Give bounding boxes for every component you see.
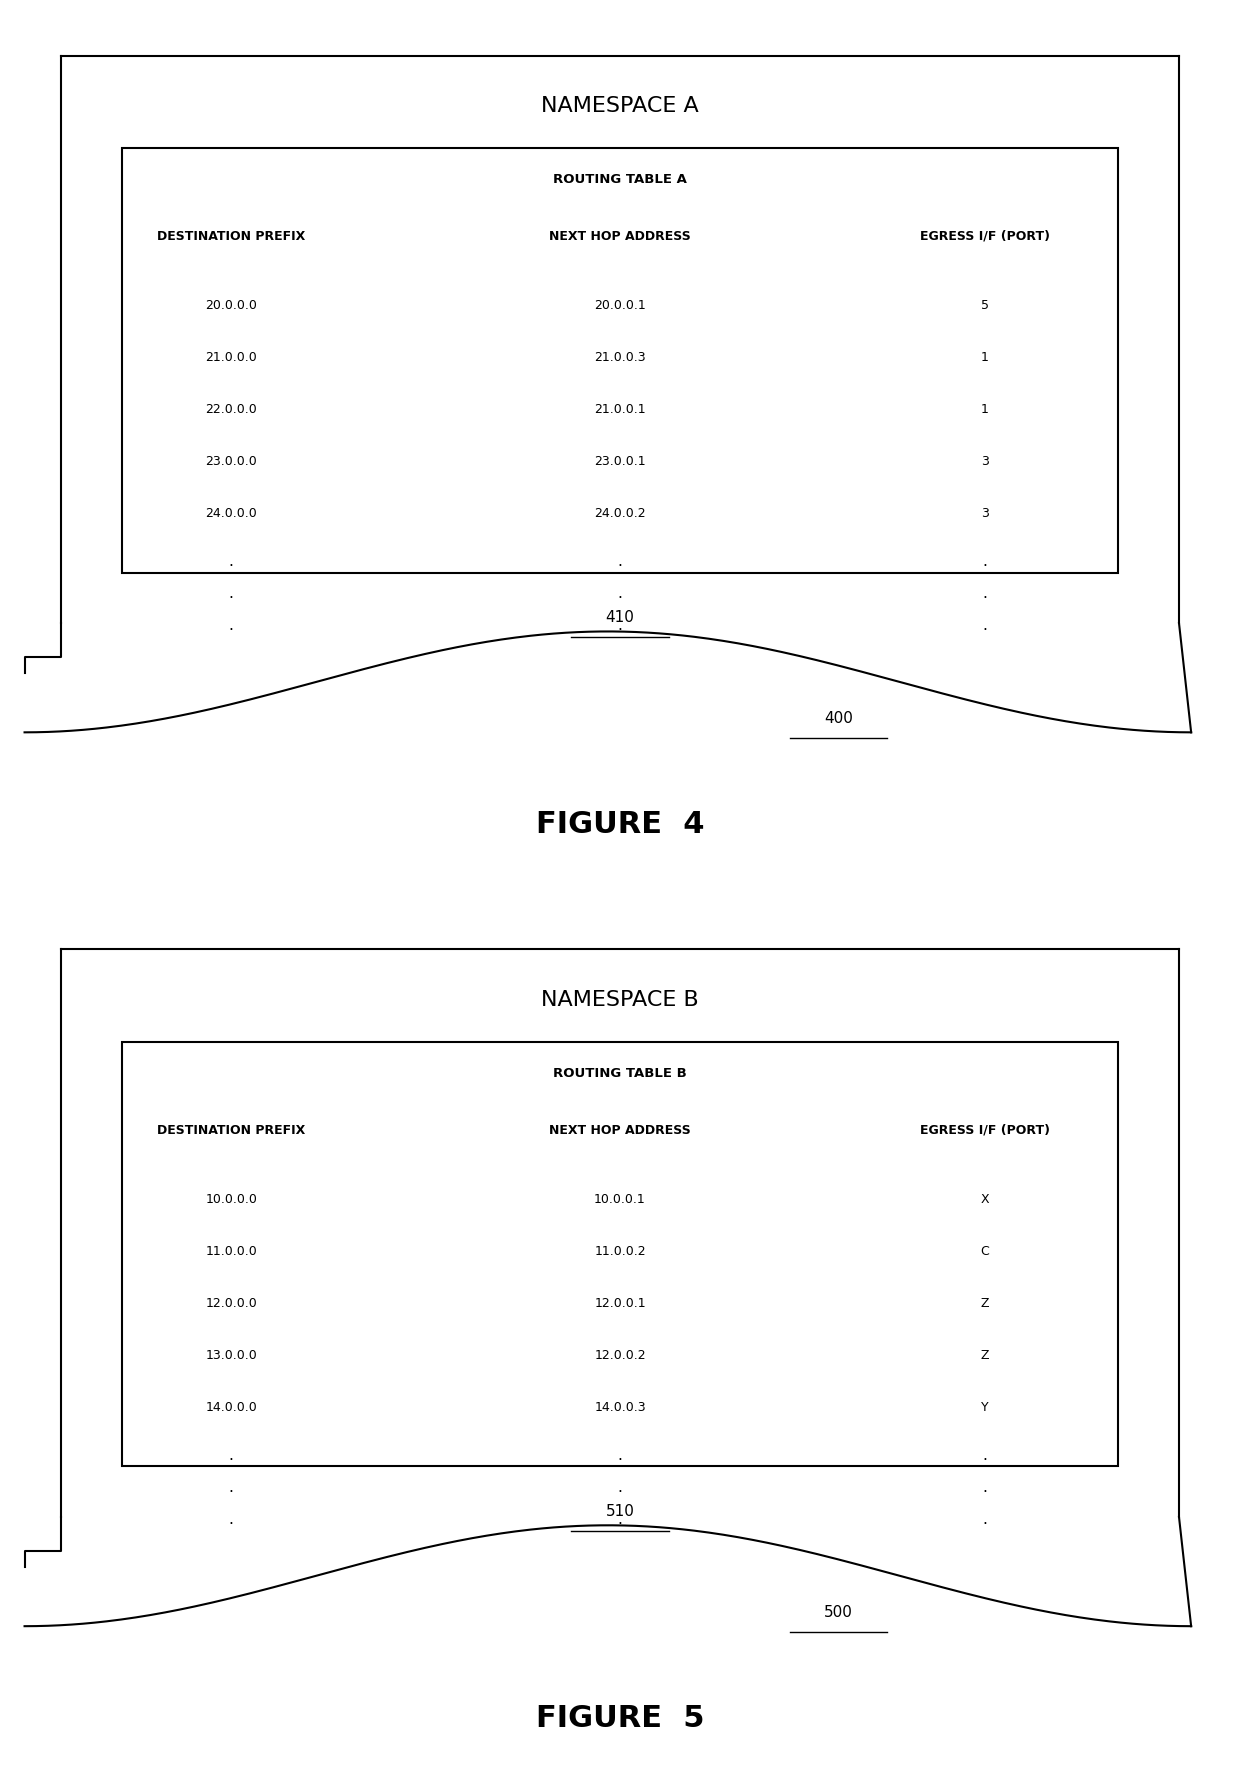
Text: .: . bbox=[228, 554, 233, 570]
Text: .: . bbox=[618, 1448, 622, 1464]
Text: 21.0.0.3: 21.0.0.3 bbox=[594, 350, 646, 365]
Text: 23.0.0.1: 23.0.0.1 bbox=[594, 455, 646, 467]
Text: .: . bbox=[618, 1512, 622, 1528]
Text: .: . bbox=[228, 618, 233, 634]
Text: 21.0.0.0: 21.0.0.0 bbox=[206, 350, 257, 365]
Text: .: . bbox=[982, 1512, 987, 1528]
Text: Z: Z bbox=[981, 1297, 988, 1310]
Text: 500: 500 bbox=[825, 1605, 853, 1620]
Text: EGRESS I/F (PORT): EGRESS I/F (PORT) bbox=[920, 1124, 1049, 1136]
Text: 12.0.0.2: 12.0.0.2 bbox=[594, 1349, 646, 1361]
Text: .: . bbox=[982, 1480, 987, 1496]
Text: .: . bbox=[228, 1512, 233, 1528]
Text: 21.0.0.1: 21.0.0.1 bbox=[594, 404, 646, 416]
Text: ROUTING TABLE A: ROUTING TABLE A bbox=[553, 173, 687, 186]
Text: 20.0.0.0: 20.0.0.0 bbox=[205, 299, 257, 312]
Text: NAMESPACE A: NAMESPACE A bbox=[541, 96, 699, 117]
Text: 24.0.0.0: 24.0.0.0 bbox=[206, 508, 257, 520]
Text: .: . bbox=[982, 554, 987, 570]
Bar bbox=[122, 149, 1118, 573]
Text: NAMESPACE B: NAMESPACE B bbox=[541, 989, 699, 1011]
Text: 23.0.0.0: 23.0.0.0 bbox=[206, 455, 257, 467]
Text: 20.0.0.1: 20.0.0.1 bbox=[594, 299, 646, 312]
Text: C: C bbox=[980, 1244, 990, 1258]
Text: 10.0.0.0: 10.0.0.0 bbox=[205, 1193, 257, 1205]
Text: FIGURE  4: FIGURE 4 bbox=[536, 811, 704, 839]
Text: 13.0.0.0: 13.0.0.0 bbox=[206, 1349, 257, 1361]
Bar bbox=[122, 1043, 1118, 1466]
Text: EGRESS I/F (PORT): EGRESS I/F (PORT) bbox=[920, 230, 1049, 242]
Text: .: . bbox=[618, 1480, 622, 1496]
Text: .: . bbox=[982, 618, 987, 634]
Text: 510: 510 bbox=[605, 1504, 635, 1519]
Text: .: . bbox=[618, 554, 622, 570]
Text: 5: 5 bbox=[981, 299, 988, 312]
Text: 3: 3 bbox=[981, 455, 988, 467]
Text: 400: 400 bbox=[825, 712, 853, 726]
Text: 14.0.0.3: 14.0.0.3 bbox=[594, 1402, 646, 1414]
Text: Z: Z bbox=[981, 1349, 988, 1361]
Text: .: . bbox=[618, 586, 622, 602]
Text: DESTINATION PREFIX: DESTINATION PREFIX bbox=[157, 230, 305, 242]
Text: NEXT HOP ADDRESS: NEXT HOP ADDRESS bbox=[549, 1124, 691, 1136]
Text: FIGURE  5: FIGURE 5 bbox=[536, 1705, 704, 1733]
Text: 410: 410 bbox=[605, 611, 635, 625]
Text: .: . bbox=[618, 618, 622, 634]
Text: 24.0.0.2: 24.0.0.2 bbox=[594, 508, 646, 520]
Text: .: . bbox=[982, 586, 987, 602]
Text: 1: 1 bbox=[981, 404, 988, 416]
Text: .: . bbox=[982, 1448, 987, 1464]
Text: Y: Y bbox=[981, 1402, 988, 1414]
Text: 10.0.0.1: 10.0.0.1 bbox=[594, 1193, 646, 1205]
Text: 14.0.0.0: 14.0.0.0 bbox=[206, 1402, 257, 1414]
Text: 12.0.0.0: 12.0.0.0 bbox=[206, 1297, 257, 1310]
Text: ROUTING TABLE B: ROUTING TABLE B bbox=[553, 1067, 687, 1080]
Text: .: . bbox=[228, 586, 233, 602]
Text: 1: 1 bbox=[981, 350, 988, 365]
Text: NEXT HOP ADDRESS: NEXT HOP ADDRESS bbox=[549, 230, 691, 242]
Text: .: . bbox=[228, 1480, 233, 1496]
Text: DESTINATION PREFIX: DESTINATION PREFIX bbox=[157, 1124, 305, 1136]
Text: 11.0.0.2: 11.0.0.2 bbox=[594, 1244, 646, 1258]
Text: 12.0.0.1: 12.0.0.1 bbox=[594, 1297, 646, 1310]
Text: .: . bbox=[228, 1448, 233, 1464]
Text: X: X bbox=[981, 1193, 988, 1205]
Text: 22.0.0.0: 22.0.0.0 bbox=[206, 404, 257, 416]
Text: 11.0.0.0: 11.0.0.0 bbox=[206, 1244, 257, 1258]
Text: 3: 3 bbox=[981, 508, 988, 520]
